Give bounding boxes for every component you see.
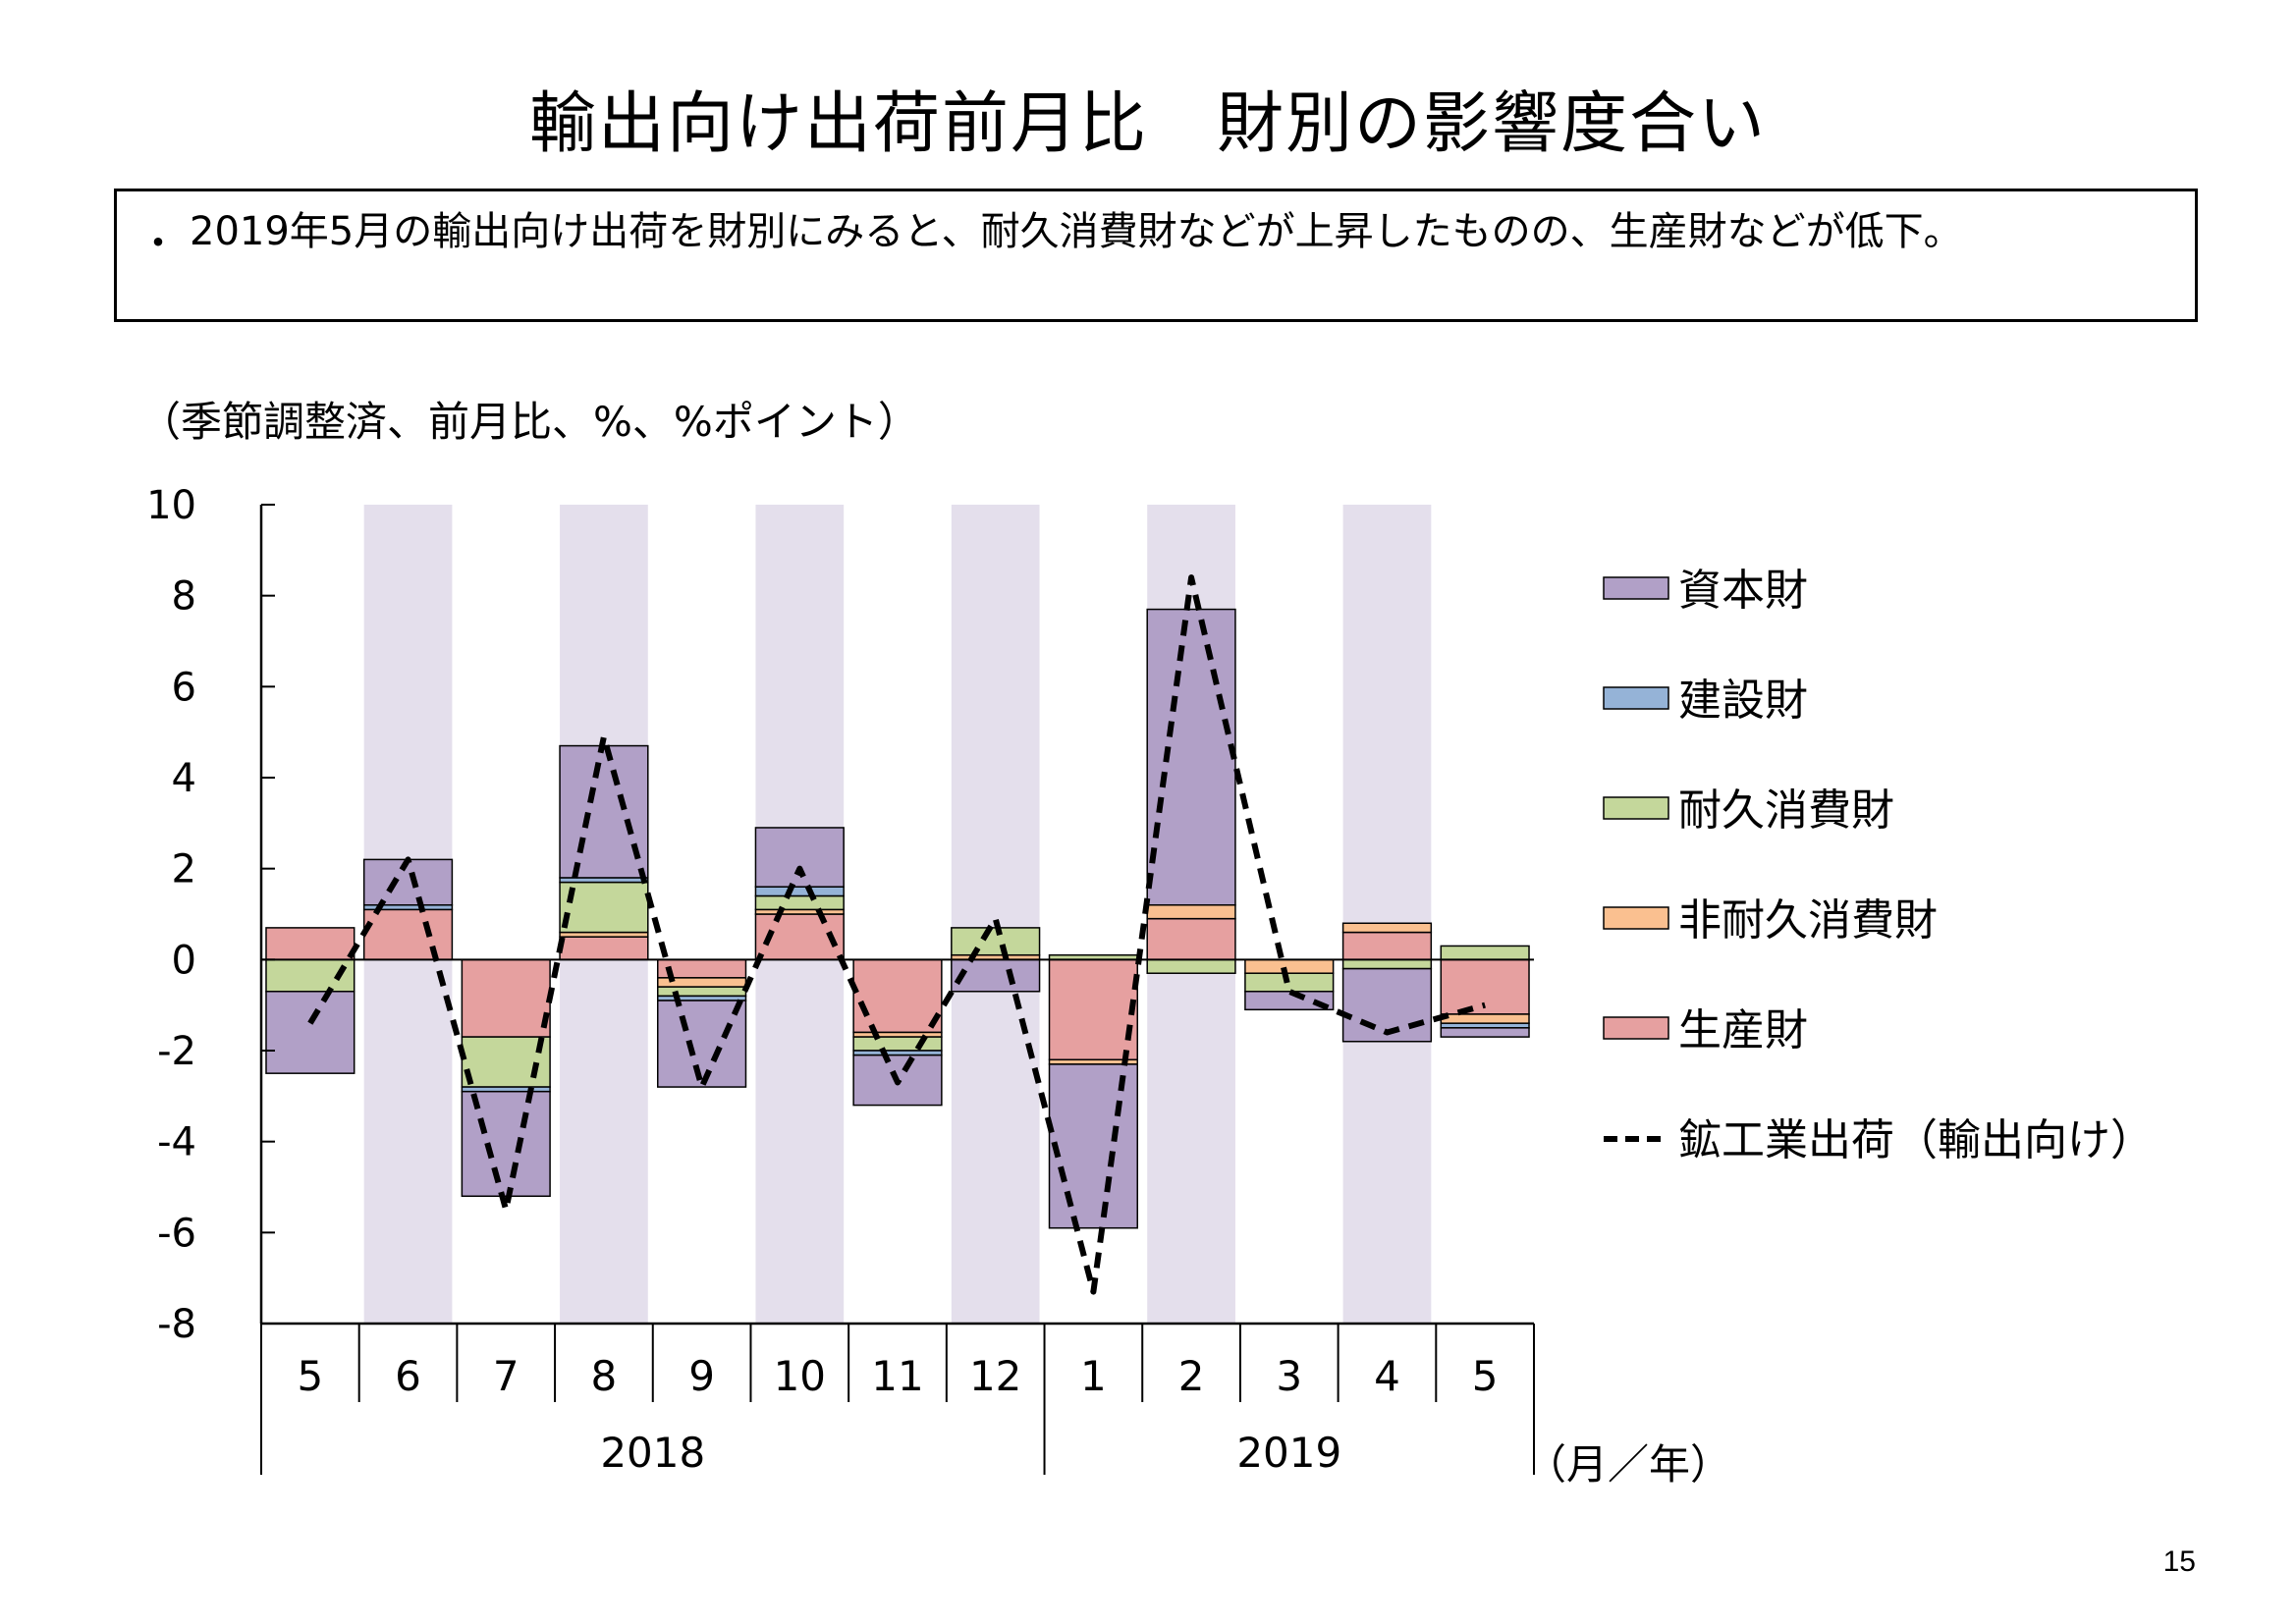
bar-segment <box>559 744 649 879</box>
page-title: 輸出向け出荷前月比 財別の影響度合い <box>528 85 1767 163</box>
bar-segment <box>1244 991 1335 1011</box>
legend-swatch <box>1603 576 1669 600</box>
x-tick-label: 7 <box>493 1352 519 1400</box>
summary-box: ・ 2019年5月の輸出向け出荷を財別にみると、耐久消費財などが上昇したものの、… <box>114 189 2198 322</box>
legend-swatch <box>1603 1016 1669 1040</box>
shaded-column-4 <box>1342 505 1432 1324</box>
x-tick-label: 5 <box>297 1352 323 1400</box>
legend-swatch <box>1603 906 1669 930</box>
legend-label: 資本財 <box>1678 566 1808 616</box>
legend-label: 鉱工業出荷（輸出向け） <box>1678 1115 2154 1165</box>
legend-label: 生産財 <box>1678 1005 1808 1056</box>
bar-segment <box>1440 945 1530 961</box>
bar-segment <box>1146 958 1236 974</box>
legend-label: 耐久消費財 <box>1678 785 1894 836</box>
bar-segment <box>1146 608 1236 906</box>
bar-segment <box>265 991 355 1074</box>
bar-segment <box>1440 1013 1530 1024</box>
page-number: 15 <box>2162 1545 2196 1578</box>
x-tick-label: 10 <box>774 1352 826 1400</box>
x-tick-label: 5 <box>1472 1352 1499 1400</box>
bar-segment <box>852 1036 943 1052</box>
export-shipments-dashed-line <box>307 574 1486 1295</box>
x-tick-label: 9 <box>688 1352 715 1400</box>
bar-segment <box>461 1036 551 1088</box>
x-tick-label: 4 <box>1374 1352 1400 1400</box>
y-tick-label: 4 <box>172 756 196 801</box>
export-shipments-line <box>307 574 1486 1295</box>
bar-segment <box>1146 917 1236 961</box>
bar-segment <box>1341 922 1433 934</box>
x-tick-label: 1 <box>1080 1352 1107 1400</box>
y-tick-label: -4 <box>157 1120 196 1165</box>
y-tick-label: 10 <box>146 483 196 528</box>
y-tick-label: 8 <box>172 574 196 620</box>
bar-segment <box>362 908 454 961</box>
y-tick-label: -2 <box>157 1029 196 1074</box>
bar-segment <box>1048 958 1138 1061</box>
legend-label: 非耐久消費財 <box>1678 895 1938 946</box>
bar-segment <box>852 958 943 1034</box>
x-axis-title: （月／年） <box>1525 1440 1731 1489</box>
bar-segment <box>1146 903 1236 920</box>
legend-swatch <box>1603 686 1669 710</box>
bar-segment <box>265 927 355 961</box>
bar-segment <box>657 986 747 998</box>
bar-segment <box>1048 1063 1138 1229</box>
legend-label: 建設財 <box>1678 676 1808 726</box>
bar-segment <box>657 1000 747 1088</box>
year-label: 2019 <box>1236 1429 1341 1477</box>
bar-segment <box>1244 972 1335 993</box>
shaded-columns <box>363 505 1432 1324</box>
bar-segment <box>951 927 1041 956</box>
unit-note: （季節調整済、前月比、%、%ポイント） <box>139 398 919 446</box>
bar-segments <box>265 608 1530 1229</box>
x-tick-label: 12 <box>969 1352 1021 1400</box>
bar-segment <box>754 894 845 911</box>
y-tick-label: -6 <box>157 1211 196 1256</box>
bar-segment <box>951 958 1041 993</box>
bar-segment <box>461 958 551 1038</box>
x-tick-label: 8 <box>591 1352 618 1400</box>
summary-text: 2019年5月の輸出向け出荷を財別にみると、耐久消費財などが上昇したものの、生産… <box>190 209 1963 254</box>
x-tick-label: 2 <box>1178 1352 1205 1400</box>
y-tick-label: 0 <box>172 938 196 983</box>
bar-segment <box>754 886 845 897</box>
bar-segment <box>1244 958 1335 974</box>
bar-segment <box>1440 1027 1530 1038</box>
shaded-column-12 <box>951 505 1040 1324</box>
year-label: 2018 <box>600 1429 705 1477</box>
bar-segment <box>1440 958 1530 1015</box>
bar-segment <box>1341 931 1433 961</box>
bar-segment <box>362 858 454 906</box>
x-tick-label: 11 <box>871 1352 923 1400</box>
bar-segment <box>754 827 845 888</box>
y-tick-label: 2 <box>172 847 196 893</box>
bar-segment <box>559 936 649 961</box>
summary-bullet: ・ <box>138 221 178 266</box>
x-tick-label: 6 <box>395 1352 421 1400</box>
legend-swatch <box>1603 796 1669 820</box>
x-tick-label: 3 <box>1276 1352 1302 1400</box>
y-tick-label: 6 <box>172 665 196 710</box>
y-tick-label: -8 <box>157 1302 196 1347</box>
bar-segment <box>1341 958 1433 970</box>
